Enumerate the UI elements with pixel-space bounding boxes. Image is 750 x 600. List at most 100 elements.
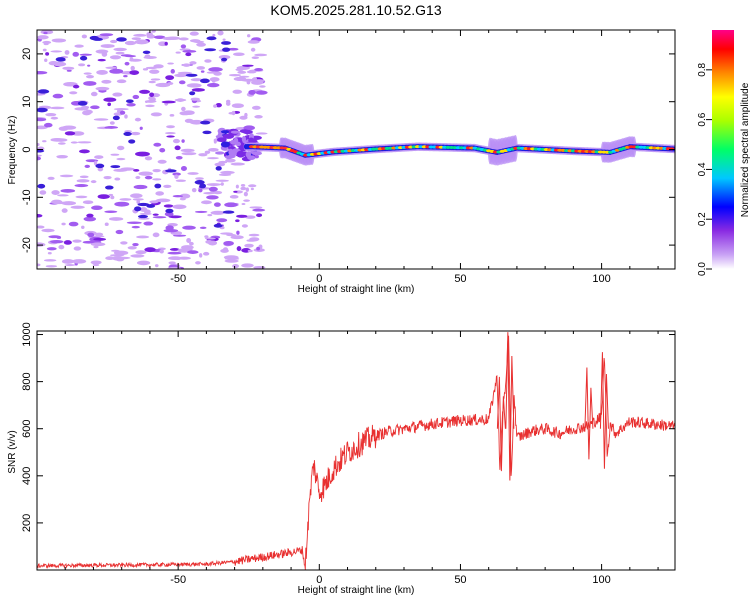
noise-blob (138, 171, 153, 176)
noise-blob (94, 232, 104, 237)
noise-blob (252, 77, 258, 82)
noise-blob (245, 187, 250, 192)
noise-blob (168, 215, 182, 219)
noise-blob (87, 64, 91, 67)
noise-blob (113, 250, 129, 256)
noise-blob (86, 75, 94, 79)
snr-spike (599, 352, 609, 469)
spectrogram-ytick-label: 0 (21, 146, 33, 152)
noise-blob (176, 98, 185, 102)
noise-blob (103, 175, 112, 180)
noise-blob (191, 188, 197, 193)
noise-blob (227, 47, 239, 51)
noise-blob-strong (128, 139, 136, 144)
onset-blob (233, 137, 239, 145)
onset-blob (220, 130, 230, 134)
noise-blob (163, 228, 179, 233)
noise-blob (172, 138, 180, 144)
noise-blob (192, 105, 201, 108)
noise-blob (210, 210, 226, 215)
noise-blob (208, 67, 223, 72)
noise-blob (109, 121, 115, 125)
noise-blob (119, 110, 126, 115)
noise-blob-strong (221, 57, 228, 62)
noise-blob-strong (154, 183, 162, 189)
noise-blob (174, 73, 188, 78)
noise-blob (232, 264, 240, 269)
noise-blob (151, 30, 156, 33)
snr-ytick-label: 200 (21, 514, 33, 532)
noise-blob (87, 232, 95, 238)
spectrogram-ytick-label: -20 (21, 237, 33, 253)
noise-blob (105, 66, 118, 69)
onset-blob (245, 129, 250, 135)
noise-blob (180, 148, 195, 153)
noise-blob (124, 40, 137, 46)
noise-blob (254, 115, 263, 119)
noise-blob (152, 168, 161, 173)
noise-blob (251, 105, 261, 110)
noise-blob (204, 150, 211, 154)
noise-blob (232, 89, 243, 94)
noise-blob (231, 110, 236, 116)
noise-blob (90, 242, 106, 247)
noise-blob (243, 125, 255, 131)
noise-blob (218, 54, 231, 60)
noise-blob (109, 55, 122, 60)
spectrogram-plot-area (37, 30, 675, 269)
noise-blob (155, 198, 171, 203)
noise-blob (241, 263, 254, 268)
noise-blob (131, 225, 140, 229)
noise-blob (75, 195, 88, 199)
spectrogram-ytick-label: -10 (21, 189, 33, 205)
snr-y-axis-label: SNR (v/v) (7, 430, 18, 473)
noise-blob (186, 237, 192, 243)
noise-blob (73, 246, 82, 251)
noise-blob (69, 91, 78, 95)
noise-blob (37, 118, 47, 122)
noise-blob-strong (213, 223, 223, 228)
noise-blob (203, 251, 210, 256)
noise-blob (223, 240, 234, 246)
noise-blob (240, 186, 247, 191)
noise-blob (81, 34, 87, 39)
snr-xtick-label: 100 (592, 574, 610, 586)
noise-blob (213, 104, 218, 108)
noise-blob (146, 31, 153, 37)
noise-blob (222, 38, 226, 41)
noise-blob-strong (110, 165, 121, 169)
noise-blob (241, 202, 246, 206)
noise-blob (150, 78, 161, 81)
snr-xtick-label: -50 (170, 574, 186, 586)
noise-blob (208, 186, 218, 192)
noise-blob (134, 117, 142, 122)
noise-blob (126, 221, 142, 224)
noise-blob (130, 131, 141, 136)
noise-blob (124, 130, 132, 133)
noise-blob (91, 205, 103, 210)
noise-blob (110, 195, 115, 200)
noise-blob (152, 232, 160, 238)
noise-blob (207, 213, 213, 217)
noise-blob (231, 103, 244, 109)
noise-blob (244, 112, 248, 118)
noise-blob (74, 184, 89, 188)
noise-blob (174, 145, 181, 151)
noise-blob (44, 122, 53, 128)
noise-blob (37, 35, 49, 40)
noise-blob (70, 141, 78, 144)
noise-blob (129, 57, 134, 62)
noise-blob (46, 247, 57, 251)
noise-blob (195, 261, 201, 265)
noise-blob-strong (37, 89, 50, 94)
colorbar-ticks: 0.0 0.2 0.4 0.6 0.8 (697, 62, 712, 276)
noise-blob (94, 155, 104, 159)
noise-blob (182, 63, 191, 67)
noise-blob (194, 210, 208, 213)
noise-blob (186, 83, 202, 88)
noise-blob-strong (95, 163, 105, 169)
noise-blob (180, 165, 187, 171)
noise-blob (179, 197, 186, 201)
spectrogram-x-axis-label: Height of straight line (km) (298, 284, 415, 295)
